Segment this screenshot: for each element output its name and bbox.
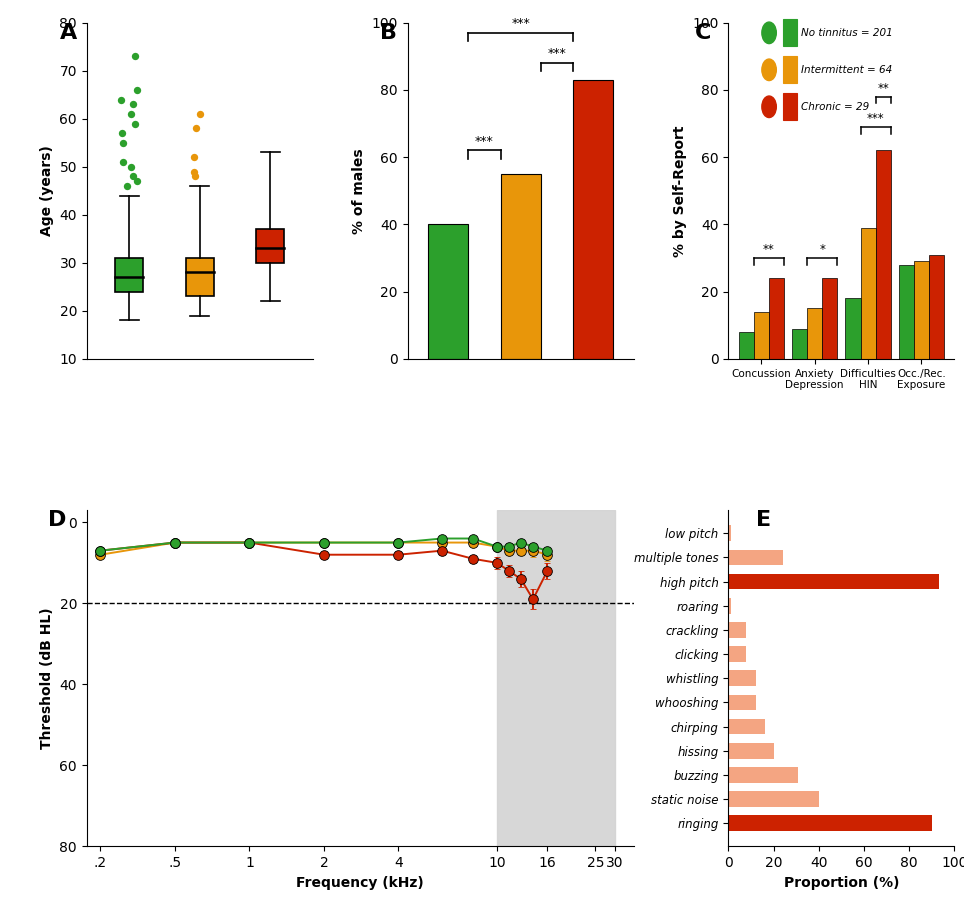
Text: No tinnitus = 201: No tinnitus = 201: [801, 28, 893, 38]
Point: [116, 136, 131, 150]
Bar: [729, 791, 818, 807]
Bar: [729, 694, 756, 710]
Bar: [428, 225, 468, 359]
Text: **: **: [763, 243, 775, 257]
Point: [123, 106, 139, 121]
Bar: [898, 265, 914, 359]
Bar: [845, 298, 861, 359]
X-axis label: Proportion (%): Proportion (%): [784, 875, 899, 890]
Y-axis label: Age (years): Age (years): [40, 146, 54, 237]
Bar: [783, 94, 797, 120]
Bar: [256, 229, 284, 263]
Bar: [875, 150, 891, 359]
Bar: [496, 511, 615, 846]
Text: C: C: [694, 23, 710, 43]
Text: B: B: [381, 23, 397, 43]
Bar: [729, 743, 774, 759]
Text: A: A: [60, 23, 77, 43]
Bar: [861, 228, 875, 359]
Bar: [186, 258, 214, 297]
Bar: [729, 525, 731, 541]
Bar: [929, 255, 944, 359]
Bar: [822, 278, 838, 359]
Point: [120, 178, 135, 193]
Y-axis label: % by Self-Report: % by Self-Report: [673, 125, 686, 257]
Point: [189, 121, 204, 136]
Text: ***: ***: [867, 112, 884, 126]
Bar: [729, 671, 756, 686]
Point: [114, 126, 129, 140]
Bar: [500, 174, 541, 359]
Point: [127, 116, 143, 131]
Y-axis label: % of males: % of males: [352, 148, 366, 234]
Y-axis label: Threshold (dB HL): Threshold (dB HL): [40, 607, 54, 749]
Bar: [729, 573, 939, 590]
Text: *: *: [819, 243, 825, 257]
Text: Intermittent = 64: Intermittent = 64: [801, 65, 892, 75]
Bar: [729, 767, 798, 783]
Bar: [729, 550, 783, 565]
Bar: [574, 80, 613, 359]
Bar: [729, 598, 731, 613]
Point: [187, 150, 202, 165]
Point: [123, 159, 139, 174]
Bar: [769, 278, 784, 359]
Bar: [729, 815, 932, 831]
Bar: [729, 719, 764, 734]
Circle shape: [762, 22, 776, 44]
Text: ***: ***: [511, 17, 530, 30]
Text: ***: ***: [548, 47, 567, 60]
Text: **: **: [877, 82, 889, 95]
Point: [187, 165, 202, 179]
Text: Chronic = 29: Chronic = 29: [801, 102, 869, 112]
Bar: [783, 56, 797, 83]
X-axis label: Frequency (kHz): Frequency (kHz): [296, 875, 424, 890]
Point: [127, 49, 143, 64]
Bar: [738, 332, 754, 359]
Bar: [807, 308, 822, 359]
Text: ***: ***: [474, 135, 494, 147]
Point: [125, 169, 141, 184]
Point: [129, 174, 145, 188]
Bar: [792, 329, 807, 359]
Circle shape: [762, 59, 776, 81]
Text: D: D: [48, 511, 67, 531]
Point: [114, 92, 129, 106]
Bar: [115, 258, 144, 292]
Bar: [914, 261, 929, 359]
Bar: [729, 646, 746, 662]
Point: [129, 83, 145, 97]
Bar: [754, 312, 769, 359]
Text: E: E: [756, 511, 770, 531]
Bar: [783, 19, 797, 46]
Point: [187, 169, 202, 184]
Circle shape: [762, 96, 776, 117]
Point: [116, 155, 131, 169]
Point: [193, 106, 208, 121]
Point: [125, 97, 141, 112]
Bar: [729, 622, 746, 638]
